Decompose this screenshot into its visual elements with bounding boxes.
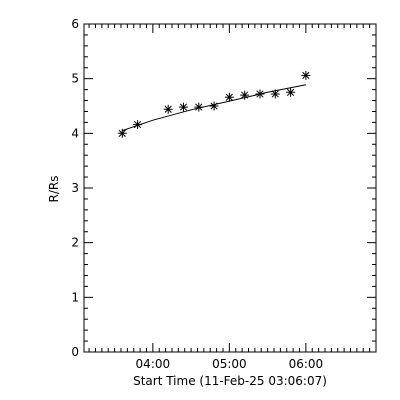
y-tick-label: 2: [71, 236, 79, 250]
data-point: [224, 92, 234, 102]
fit-line: [122, 84, 306, 132]
y-axis-label: R/Rs: [47, 176, 61, 203]
data-point: [133, 120, 143, 130]
x-tick-label: 05:00: [212, 357, 247, 371]
plot-frame: [83, 23, 377, 353]
data-point: [301, 70, 311, 80]
data-point: [163, 104, 173, 114]
y-tick-label: 4: [71, 126, 79, 140]
data-point: [179, 102, 188, 112]
data-point: [194, 102, 204, 112]
data-point: [209, 101, 219, 111]
data-point: [117, 128, 127, 138]
data-point: [270, 89, 280, 99]
y-tick-label: 0: [71, 345, 79, 359]
data-point: [255, 89, 265, 99]
y-tick-label: 6: [71, 17, 79, 31]
data-point: [286, 87, 296, 97]
y-tick-label: 5: [71, 72, 79, 86]
y-tick-label: 3: [71, 181, 79, 195]
plot-area: 0 1 2 3 4 5 6 04:00 05:00 06:00: [71, 17, 377, 371]
x-tick-label: 04:00: [136, 357, 171, 371]
x-tick-label: 06:00: [289, 357, 324, 371]
data-point: [240, 90, 250, 100]
y-tick-label: 1: [71, 290, 79, 304]
x-axis-label: Start Time (11-Feb-25 03:06:07): [133, 374, 327, 388]
